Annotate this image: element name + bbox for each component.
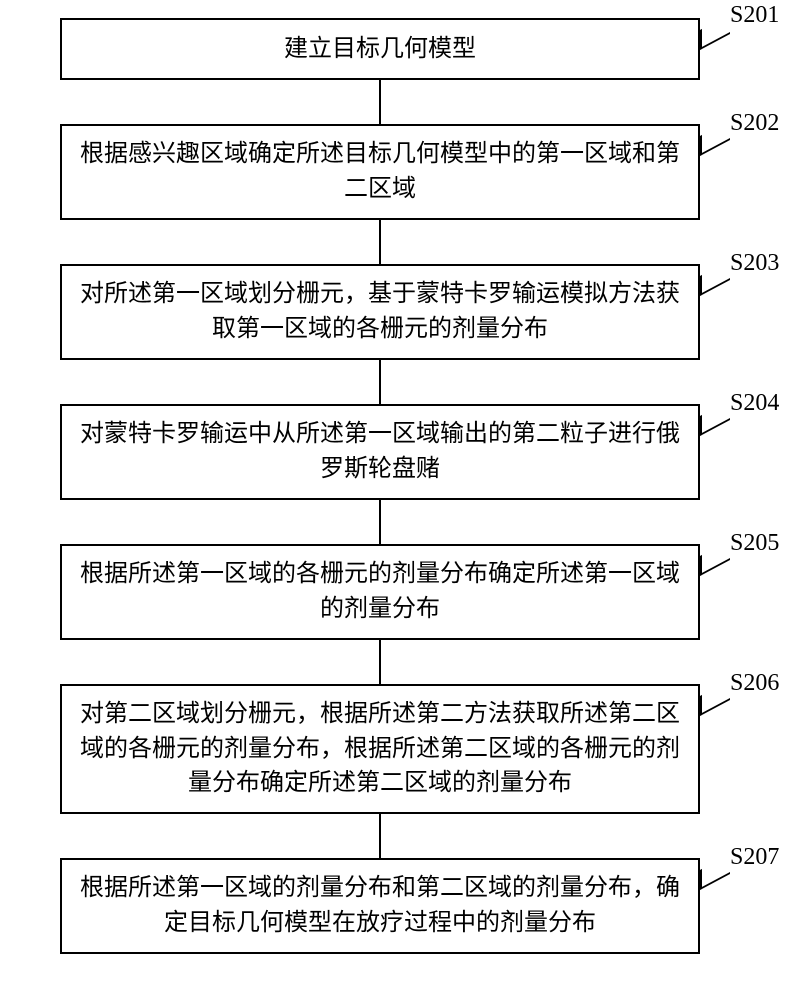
step-label-s204: S204 <box>730 390 779 417</box>
step-box-s203: 对所述第一区域划分栅元，基于蒙特卡罗输运模拟方法获取第一区域的各栅元的剂量分布 <box>60 264 700 360</box>
step-label-s205: S205 <box>730 530 779 557</box>
connector <box>379 80 381 124</box>
connector <box>379 814 381 858</box>
step-label-s203: S203 <box>730 250 779 277</box>
step-label-s202: S202 <box>730 110 779 137</box>
step-text: 根据所述第一区域的剂量分布和第二区域的剂量分布，确定目标几何模型在放疗过程中的剂… <box>72 871 688 941</box>
flowchart-canvas: 建立目标几何模型 S201 根据感兴趣区域确定所述目标几何模型中的第一区域和第二… <box>0 0 796 1000</box>
connector <box>379 360 381 404</box>
step-box-s205: 根据所述第一区域的各栅元的剂量分布确定所述第一区域的剂量分布 <box>60 544 700 640</box>
connector <box>379 640 381 684</box>
label-tick <box>700 14 730 50</box>
label-tick <box>700 854 730 890</box>
step-text: 建立目标几何模型 <box>284 32 476 67</box>
step-box-s204: 对蒙特卡罗输运中从所述第一区域输出的第二粒子进行俄罗斯轮盘赌 <box>60 404 700 500</box>
connector <box>379 220 381 264</box>
label-tick <box>700 260 730 296</box>
label-tick <box>700 680 730 716</box>
step-box-s207: 根据所述第一区域的剂量分布和第二区域的剂量分布，确定目标几何模型在放疗过程中的剂… <box>60 858 700 954</box>
label-tick <box>700 120 730 156</box>
step-text: 对第二区域划分栅元，根据所述第二方法获取所述第二区域的各栅元的剂量分布，根据所述… <box>72 697 688 801</box>
step-text: 根据所述第一区域的各栅元的剂量分布确定所述第一区域的剂量分布 <box>72 557 688 627</box>
label-tick <box>700 540 730 576</box>
step-label-s207: S207 <box>730 844 779 871</box>
step-box-s201: 建立目标几何模型 <box>60 18 700 80</box>
step-text: 根据感兴趣区域确定所述目标几何模型中的第一区域和第二区域 <box>72 137 688 207</box>
connector <box>379 500 381 544</box>
label-tick <box>700 400 730 436</box>
step-box-s202: 根据感兴趣区域确定所述目标几何模型中的第一区域和第二区域 <box>60 124 700 220</box>
step-text: 对所述第一区域划分栅元，基于蒙特卡罗输运模拟方法获取第一区域的各栅元的剂量分布 <box>72 277 688 347</box>
step-box-s206: 对第二区域划分栅元，根据所述第二方法获取所述第二区域的各栅元的剂量分布，根据所述… <box>60 684 700 814</box>
step-label-s201: S201 <box>730 2 779 29</box>
step-label-s206: S206 <box>730 670 779 697</box>
step-text: 对蒙特卡罗输运中从所述第一区域输出的第二粒子进行俄罗斯轮盘赌 <box>72 417 688 487</box>
